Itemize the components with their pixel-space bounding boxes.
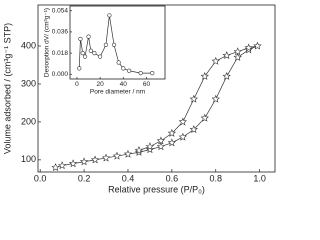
y-tick-label: 300 [21, 78, 36, 88]
y-tick-label: 0.000 [52, 71, 69, 78]
x-axis-label: Pore diameter / nm [90, 89, 145, 96]
x-tick-label: 0 [75, 81, 79, 88]
marker [103, 42, 109, 47]
marker [51, 163, 60, 171]
y-tick-label: 0.018 [52, 50, 69, 57]
marker [211, 94, 220, 103]
marker [253, 41, 262, 50]
marker [233, 47, 242, 56]
x-tick-label: 0.0 [34, 174, 47, 184]
marker [82, 54, 88, 59]
marker [145, 142, 155, 151]
x-tick-label: 0.8 [209, 174, 222, 184]
x-tick-label: 40 [120, 81, 128, 88]
x-tick-label: 20 [97, 81, 105, 88]
plot: 0 20 40 60 0.000 0.018 0.036 0.054 Pore diameter… [44, 5, 166, 96]
y-tick-label: 400 [21, 40, 36, 50]
marker [57, 161, 67, 170]
x-tick-label: 0.2 [78, 174, 91, 184]
marker [145, 145, 155, 154]
series-line [78, 15, 153, 74]
x-tick-label: 0.4 [122, 174, 135, 184]
marker [78, 36, 83, 42]
x-tick-label: 0.6 [166, 174, 179, 184]
marker [107, 13, 112, 18]
marker [116, 60, 121, 65]
y-tick-label: 0.036 [52, 29, 69, 36]
y-tick-label: 100 [21, 154, 36, 164]
marker [156, 136, 166, 145]
marker [98, 54, 103, 59]
marker [200, 113, 209, 122]
y-axis-label: Desorption dV/ (cm³g⁻¹) [44, 8, 51, 77]
marker [178, 132, 188, 141]
marker [112, 151, 122, 160]
marker [138, 71, 143, 76]
marker [101, 153, 111, 162]
marker [80, 50, 85, 56]
marker [222, 71, 231, 80]
marker [68, 159, 78, 168]
marker [233, 53, 242, 61]
marker [167, 128, 177, 137]
x-tick-label: 60 [143, 81, 151, 88]
marker [189, 94, 198, 103]
marker [178, 117, 188, 126]
marker [88, 48, 93, 53]
marker [126, 68, 132, 73]
marker [79, 157, 89, 166]
x-tick-label: 1.0 [253, 174, 266, 184]
marker [90, 155, 100, 164]
marker [123, 149, 133, 158]
plot-frame [69, 5, 166, 80]
marker [77, 66, 82, 71]
marker [156, 142, 166, 151]
marker [211, 56, 220, 65]
marker [92, 50, 97, 56]
marker [189, 125, 198, 134]
marker [134, 145, 144, 154]
marker [222, 51, 231, 60]
marker [86, 34, 91, 39]
marker [121, 66, 126, 71]
marker [111, 42, 117, 47]
y-tick-label: 200 [21, 116, 36, 126]
y-axis-label: Volume adsorbed / (cm³g⁻¹ STP) [2, 23, 12, 154]
y-tick-label: 0.054 [52, 7, 69, 14]
x-axis-label: Relative pressure (P/P₀) [108, 184, 205, 194]
marker [200, 71, 209, 80]
marker [167, 138, 177, 147]
marker [244, 43, 253, 52]
marker [150, 71, 155, 76]
